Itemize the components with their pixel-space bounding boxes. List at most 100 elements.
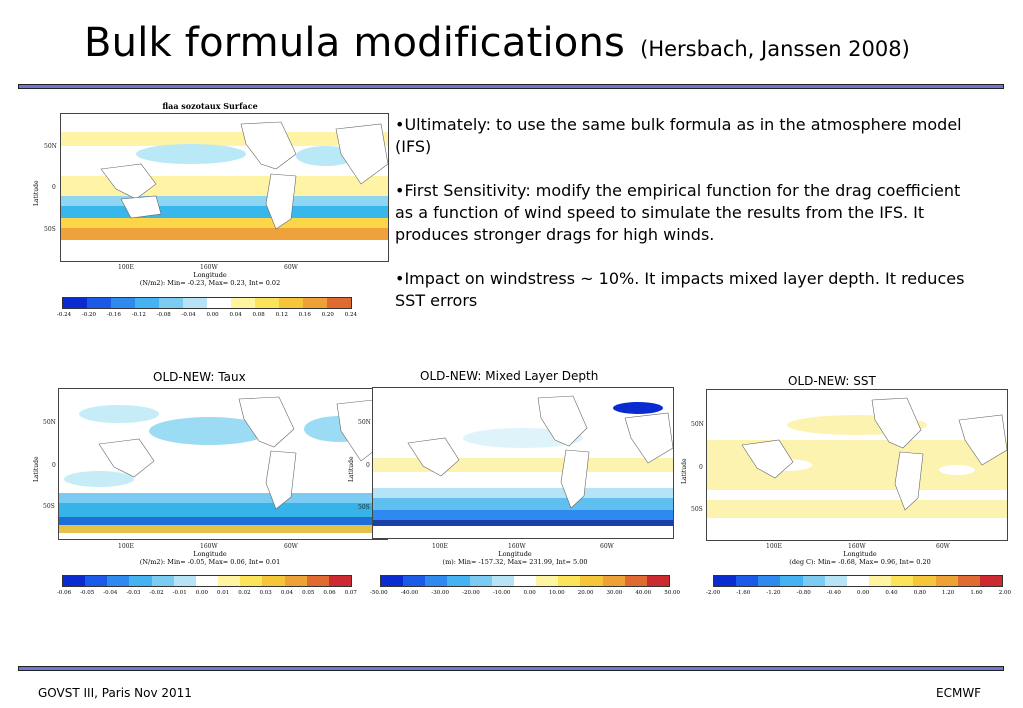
colorbar-ticks: -0.06 -0.05 -0.04 -0.03 -0.02 -0.01 0.00…: [57, 590, 357, 596]
top-divider: [18, 84, 1004, 89]
tick-label: 0.08: [252, 312, 265, 318]
tick-label: 0.12: [275, 312, 288, 318]
tick-label: 30.00: [606, 590, 623, 596]
tick-label: -0.06: [57, 590, 72, 596]
tick-label: 0.04: [280, 590, 294, 596]
sst-map: 50N 0 50S Latitude 100E 160W 60W Longitu…: [678, 386, 1018, 601]
bullet-item: •Impact on windstress ~ 10%. It impacts …: [395, 269, 965, 310]
tick-label: 20.00: [577, 590, 594, 596]
map-stats: (N/m2): Min= -0.23, Max= 0.23, Int= 0.02: [139, 279, 281, 287]
panel-title-mld: OLD-NEW: Mixed Layer Depth: [420, 369, 599, 383]
tick-label: -0.08: [156, 312, 171, 318]
tick-label: 0.16: [298, 312, 311, 318]
tick-label: 0.07: [344, 590, 357, 596]
lat-tick: 50S: [44, 226, 56, 233]
tick-label: 0.05: [302, 590, 315, 596]
tick-label: 1.20: [942, 590, 955, 596]
lat-tick: 0: [699, 464, 703, 471]
map-stats: (m): Min= -157.32, Max= 231.99, Int= 5.0…: [442, 558, 588, 566]
lat-tick: 50S: [43, 503, 55, 510]
tick-label: -30.00: [431, 590, 450, 596]
tick-label: -50.00: [370, 590, 388, 596]
title-main: Bulk formula modifications: [84, 20, 626, 66]
tick-label: 10.00: [548, 590, 565, 596]
lon-axis-label: Longitude: [193, 271, 227, 279]
map-title: flaa sozotaux Surface: [162, 101, 258, 111]
tick-label: -0.04: [103, 590, 118, 596]
mld-diff-graphic: [373, 388, 673, 538]
tick-label: -0.24: [57, 312, 72, 318]
tick-label: 0.20: [321, 312, 334, 318]
tick-label: -0.16: [106, 312, 121, 318]
colorbar: [62, 297, 352, 309]
map-plot: [372, 387, 674, 539]
tick-label: -0.12: [131, 312, 146, 318]
lon-axis-label: Longitude: [193, 550, 227, 558]
taux-diff-graphic: [59, 389, 387, 539]
lon-tick: 100E: [118, 543, 134, 550]
lon-tick: 60W: [600, 543, 614, 550]
tick-label: 0.01: [217, 590, 230, 596]
bullet-item: •First Sensitivity: modify the empirical…: [395, 181, 961, 244]
map-caption: Longitude (N/m2): Min= -0.05, Max= 0.06,…: [120, 550, 300, 566]
lon-tick: 160W: [508, 543, 526, 550]
footer-right: ECMWF: [936, 686, 982, 700]
lon-tick: 60W: [284, 264, 298, 271]
tick-label: -0.04: [181, 312, 196, 318]
tick-label: -0.01: [172, 590, 187, 596]
colorbar-ticks: -2.00 -1.60 -1.20 -0.80 -0.40 0.00 0.40 …: [706, 590, 1011, 596]
colorbar: [62, 575, 352, 587]
lon-tick: 60W: [936, 543, 950, 550]
tick-label: 0.04: [229, 312, 242, 318]
tick-label: 2.00: [998, 590, 1011, 596]
tick-label: -0.80: [796, 590, 811, 596]
lon-tick: 160W: [848, 543, 866, 550]
lat-axis-label: Latitude: [33, 180, 40, 206]
lat-tick: 50S: [691, 506, 703, 513]
lat-axis-label: Latitude: [33, 456, 40, 482]
tick-label: 50.00: [664, 590, 680, 596]
colorbar: [713, 575, 1003, 587]
tick-label: 0.00: [195, 590, 208, 596]
lon-tick: 100E: [118, 264, 134, 271]
slide-title: Bulk formula modifications (Hersbach, Ja…: [84, 20, 910, 66]
tick-label: -20.00: [462, 590, 480, 596]
taux-map: 50N 0 50S Latitude 100E 160W 60W Longitu…: [30, 386, 388, 601]
map-caption: Longitude (m): Min= -157.32, Max= 231.99…: [425, 550, 605, 566]
map-stats: (deg C): Min= -0.68, Max= 0.96, Int= 0.2…: [789, 558, 931, 566]
title-citation: (Hersbach, Janssen 2008): [640, 37, 910, 61]
map-plot: [60, 113, 389, 262]
lat-tick: 50S: [358, 504, 370, 511]
tick-label: 0.40: [885, 590, 898, 596]
tick-label: 0.03: [259, 590, 272, 596]
tick-label: -1.20: [766, 590, 781, 596]
tick-label: -2.00: [706, 590, 721, 596]
map-plot: [706, 389, 1008, 541]
tick-label: 0.00: [206, 312, 219, 318]
tick-label: 0.02: [238, 590, 251, 596]
panel-title-sst: OLD-NEW: SST: [788, 374, 876, 388]
colorbar-ticks: -50.00 -40.00 -30.00 -20.00 -10.00 0.00 …: [370, 590, 680, 596]
top-map: flaa sozotaux Surface 50N 0 50S Latitude…: [30, 98, 389, 323]
tick-label: -40.00: [400, 590, 419, 596]
lon-tick: 100E: [432, 543, 448, 550]
tick-label: 1.60: [970, 590, 983, 596]
tick-label: -0.05: [80, 590, 95, 596]
tick-label: -0.40: [826, 590, 841, 596]
lon-axis-label: Longitude: [843, 550, 877, 558]
tick-label: 0.00: [523, 590, 536, 596]
colorbar: [380, 575, 670, 587]
lat-tick: 50N: [691, 421, 704, 428]
map-caption: Longitude (deg C): Min= -0.68, Max= 0.96…: [770, 550, 950, 566]
lat-tick: 50N: [43, 419, 56, 426]
map-caption: Longitude (N/m2): Min= -0.23, Max= 0.23,…: [120, 271, 300, 287]
tick-label: -10.00: [492, 590, 511, 596]
lon-tick: 100E: [766, 543, 782, 550]
bottom-divider: [18, 666, 1004, 671]
tick-label: 0.00: [857, 590, 870, 596]
lat-tick: 50N: [44, 143, 57, 150]
lon-tick: 160W: [200, 543, 218, 550]
lat-tick: 0: [366, 462, 370, 469]
tick-label: 0.06: [323, 590, 336, 596]
bullet-list: •Ultimately: to use the same bulk formul…: [395, 114, 970, 334]
